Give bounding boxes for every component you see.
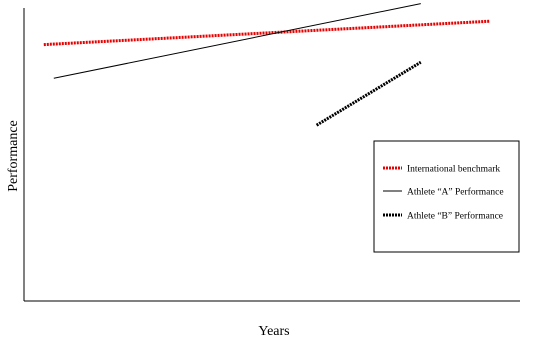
x-axis-label: Years: [258, 324, 289, 339]
series-layer: [43, 3, 491, 127]
legend-label-athlete-b: Athlete “B” Performance: [407, 211, 503, 222]
series-line-athlete-a: [53, 3, 421, 79]
y-axis-label: Performance: [6, 120, 21, 192]
legend-label-athlete-a: Athlete “A” Performance: [407, 187, 504, 198]
axes-layer: Years Performance: [6, 8, 520, 339]
series-line-athlete-b: [315, 60, 422, 127]
legend-label-benchmark: International benchmark: [407, 165, 500, 175]
legend: International benchmark Athlete “A” Perf…: [373, 140, 520, 253]
series-line-benchmark: [43, 19, 491, 47]
legend-box: [373, 140, 520, 253]
